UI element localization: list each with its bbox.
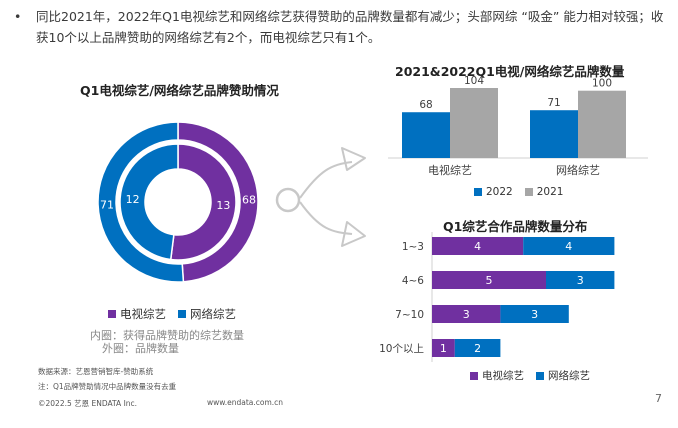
- hbar-category-0: 1~3: [402, 241, 424, 253]
- hbar-label-0-tv: 4: [474, 240, 481, 253]
- legend-swatch-2021: [524, 188, 533, 196]
- data-source: 数据来源：艺恩营销智库-赞助系统: [38, 367, 154, 376]
- hbar-legend-swatch-tv: [470, 371, 478, 380]
- connector-lower-arrow-icon: [341, 221, 366, 247]
- connector-hub-icon: [275, 187, 301, 213]
- legend-swatch-2022: [474, 188, 482, 196]
- donut-slice-outer-web: [98, 121, 185, 283]
- intro-paragraph: • 同比2021年，2022年Q1电视综艺和网络综艺获得赞助的品牌数量都有减少；…: [14, 6, 669, 48]
- hbar-label-1-web: 3: [577, 274, 584, 287]
- hbar-segment-2-web: [500, 305, 569, 323]
- legend-item-tv: 电视综艺: [108, 306, 166, 322]
- hbar-label-2-tv: 3: [463, 308, 470, 321]
- hbar-label-3-web: 2: [474, 342, 481, 355]
- bar-web-2021: [578, 90, 626, 158]
- legend-swatch-web: [178, 310, 186, 318]
- hbar-segment-1-tv: [432, 271, 546, 289]
- bar-chart: 68 104 电视综艺 71 100 网络综艺: [388, 76, 648, 177]
- legend-item-web: 网络综艺: [178, 306, 236, 322]
- page-number: 7: [655, 392, 662, 405]
- copyright: ©2022.5 艺恩 ENDATA Inc.: [38, 399, 138, 408]
- connector-upper-arm: [299, 161, 353, 199]
- bar-legend: 2022 2021: [474, 186, 575, 198]
- donut-slice-inner-tv: [169, 143, 237, 261]
- legend-label-2022: 2022: [486, 186, 513, 198]
- hbar-category-3: 10个以上: [379, 343, 424, 355]
- website-link[interactable]: www.endata.com.cn: [207, 398, 284, 407]
- hbar-category-2: 7~10: [395, 309, 424, 321]
- hbar-label-1-tv: 5: [486, 274, 493, 287]
- connector-upper-arrow-icon: [341, 147, 366, 171]
- legend-label-tv: 电视综艺: [120, 307, 166, 321]
- donut-note-inner: 内圈：获得品牌赞助的综艺数量: [90, 329, 244, 342]
- donut-label-inner-web: 12: [126, 193, 140, 206]
- bar-chart-title: 2021&2022Q1电视/网络综艺品牌数量: [395, 64, 625, 79]
- hbar-segment-3-web: [454, 339, 501, 357]
- stacked-bar-chart: 1~3 4 4 4~6 5 3 7~10 3 3 10个以上 1 2: [379, 232, 615, 362]
- hbar-label-2-web: 3: [531, 308, 538, 321]
- hbar-legend: 电视综艺 网络综艺: [470, 368, 602, 383]
- hbar-category-1: 4~6: [402, 275, 424, 287]
- bar-category-web: 网络综艺: [556, 163, 600, 177]
- hbar-legend-label-tv: 电视综艺: [482, 370, 524, 382]
- hbar-chart-title: Q1综艺合作品牌数量分布: [443, 219, 588, 234]
- hbar-segment-0-web: [523, 237, 615, 255]
- legend-item-2021: 2021: [524, 186, 564, 198]
- bar-label-web-2022: 71: [547, 97, 560, 109]
- hbar-segment-0-tv: [432, 237, 524, 255]
- footnote: 注：Q1品牌赞助情况中品牌数量没有去重: [38, 382, 177, 391]
- donut-slice-inner-web: [119, 143, 179, 261]
- donut-note: 内圈：获得品牌赞助的综艺数量 外圈：品牌数量: [90, 329, 244, 355]
- donut-chart-title: Q1电视综艺/网络综艺品牌赞助情况: [80, 83, 279, 98]
- donut-label-outer-web: 71: [100, 198, 114, 211]
- hbar-legend-item-tv: 电视综艺: [470, 368, 524, 383]
- hbar-label-3-tv: 1: [440, 342, 447, 355]
- legend-item-2022: 2022: [474, 186, 513, 198]
- bar-label-tv-2021: 104: [464, 76, 484, 87]
- hbar-legend-label-web: 网络综艺: [548, 370, 590, 382]
- donut-legend: 电视综艺 网络综艺: [108, 306, 248, 322]
- bar-web-2022: [530, 110, 578, 158]
- hbar-segment-3-tv: [432, 339, 455, 357]
- bar-tv-2022: [402, 112, 450, 158]
- connector-graphic: [275, 147, 366, 247]
- donut-label-outer-tv: 68: [242, 194, 256, 207]
- bar-label-web-2021: 100: [592, 78, 612, 90]
- donut-note-outer: 外圈：品牌数量: [102, 342, 179, 355]
- hbar-legend-item-web: 网络综艺: [536, 368, 590, 383]
- bar-category-tv: 电视综艺: [428, 163, 472, 177]
- legend-swatch-tv: [108, 310, 116, 318]
- donut-chart: 13 12 68 71: [98, 121, 258, 283]
- connector-lower-arm: [299, 201, 353, 235]
- legend-label-2021: 2021: [536, 186, 564, 198]
- bullet-point: •: [14, 9, 22, 24]
- hbar-segment-1-web: [546, 271, 615, 289]
- hbar-segment-2-tv: [432, 305, 501, 323]
- hbar-legend-swatch-web: [536, 371, 544, 380]
- donut-label-inner-tv: 13: [216, 199, 230, 212]
- bar-label-tv-2022: 68: [419, 99, 432, 111]
- hbar-label-0-web: 4: [565, 240, 572, 253]
- intro-text: 同比2021年，2022年Q1电视综艺和网络综艺获得赞助的品牌数量都有减少；头部…: [36, 9, 664, 45]
- legend-label-web: 网络综艺: [190, 307, 236, 321]
- bar-tv-2021: [450, 88, 498, 158]
